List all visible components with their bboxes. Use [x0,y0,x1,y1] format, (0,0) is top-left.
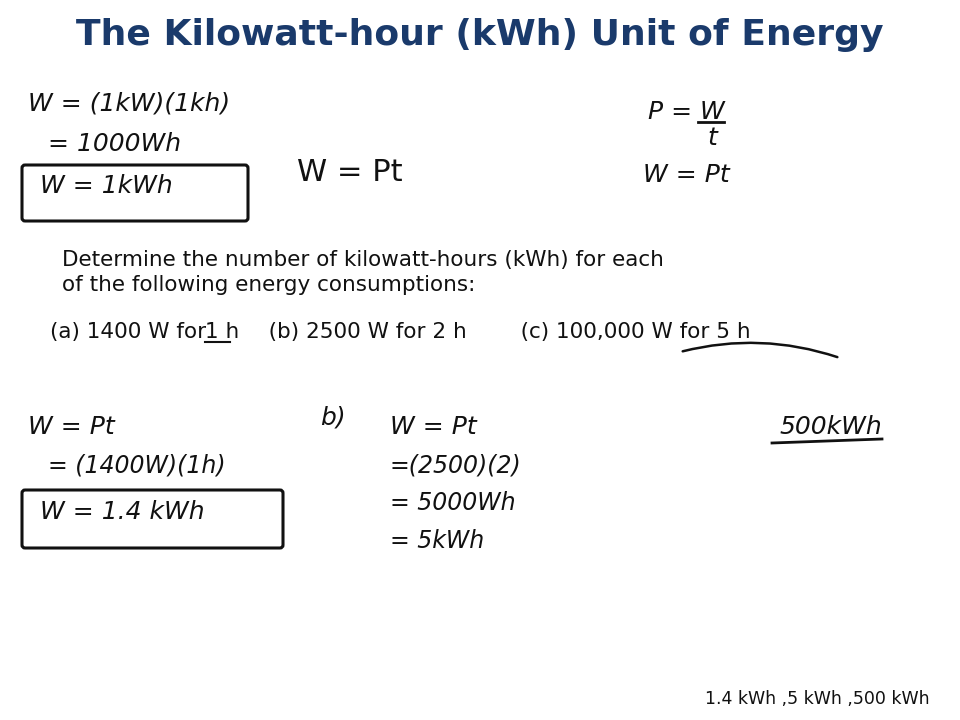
Text: = 5000Wh: = 5000Wh [390,491,516,515]
FancyBboxPatch shape [22,490,283,548]
Text: Determine the number of kilowatt-hours (kWh) for each: Determine the number of kilowatt-hours (… [62,250,664,270]
Text: b): b) [320,405,346,429]
Text: The Kilowatt-hour (kWh) Unit of Energy: The Kilowatt-hour (kWh) Unit of Energy [76,18,884,52]
Text: 1.4 kWh ,5 kWh ,500 kWh: 1.4 kWh ,5 kWh ,500 kWh [706,690,930,708]
FancyBboxPatch shape [22,165,248,221]
Text: (c) 100,000 W for 5 h: (c) 100,000 W for 5 h [500,322,751,342]
Text: = 5kWh: = 5kWh [390,529,484,553]
Text: W: W [700,100,725,124]
Text: t: t [707,126,717,150]
Text: W = Pt: W = Pt [643,163,730,187]
Text: P =: P = [648,100,692,124]
Text: 500kWh: 500kWh [780,415,883,439]
Text: of the following energy consumptions:: of the following energy consumptions: [62,275,475,295]
Text: W = 1kWh: W = 1kWh [40,174,173,198]
Text: W = (1kW)(1kh): W = (1kW)(1kh) [28,92,230,116]
Text: (a) 1400 W for: (a) 1400 W for [50,322,213,342]
Text: =(2500)(2): =(2500)(2) [390,453,521,477]
Text: (b) 2500 W for 2 h: (b) 2500 W for 2 h [248,322,467,342]
Text: 1 h: 1 h [205,322,239,342]
Text: W = Pt: W = Pt [298,158,403,187]
Text: W = 1.4 kWh: W = 1.4 kWh [40,500,204,524]
Text: = (1400W)(1h): = (1400W)(1h) [48,453,226,477]
Text: W = Pt: W = Pt [390,415,476,439]
Text: = 1000Wh: = 1000Wh [48,132,181,156]
Text: W = Pt: W = Pt [28,415,114,439]
